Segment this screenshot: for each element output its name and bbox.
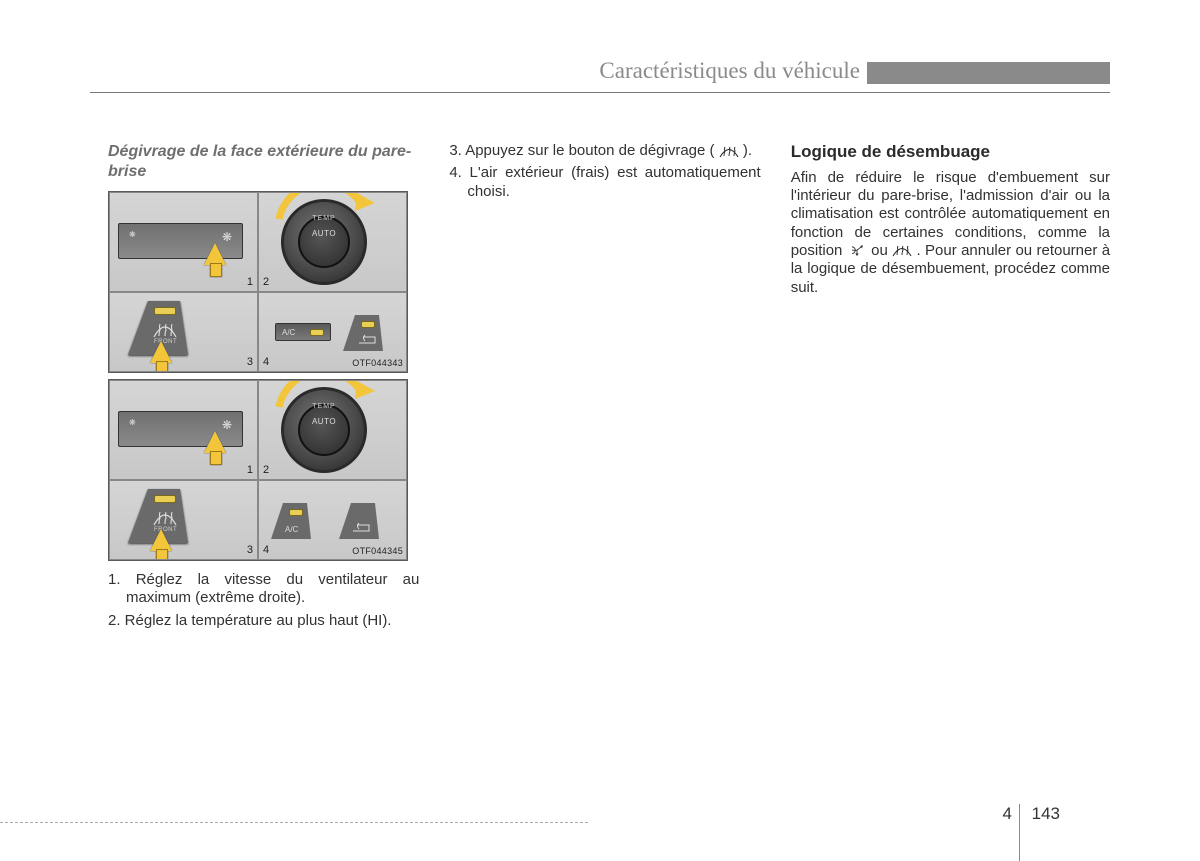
ac-label: A/C [282,328,295,338]
page-number: 143 [1032,804,1060,824]
column-right: Logique de désembuage Afin de réduire le… [791,142,1110,634]
defrost-inline-icon [719,145,739,158]
fig-a-cell-1: 1 [109,192,258,292]
arrow-up-icon [150,529,172,551]
page-header: Caractéristiques du véhicule [90,58,1110,98]
arrow-up-icon [204,431,226,453]
cell-number: 3 [247,544,253,557]
step-4: 4. L'air extérieur (frais) est automatiq… [449,164,760,201]
defrost-glyph-icon [152,321,178,339]
image-code: OTF044343 [352,358,403,369]
led-indicator-icon [310,329,324,336]
fig-b-cell-4: A/C 4 OTF044345 [258,480,407,560]
recirc-glyph-icon [357,333,381,345]
cell-number: 2 [263,276,269,289]
figure-type-b: ■ Type B 1 TEMP AUTO [108,379,408,561]
ac-label: A/C [285,525,298,535]
step-3-text-b: ). [743,142,752,159]
fig-b-cell-3: FRONT 3 [109,480,258,560]
column-middle: 3. Appuyez sur le bouton de dégivrage ( … [449,142,760,634]
left-subheading: Dégivrage de la face extérieure du pare-… [108,142,419,181]
page: Caractéristiques du véhicule Dégivrage d… [0,0,1200,861]
led-indicator-icon [361,321,375,328]
left-steps: 1. Réglez la vitesse du ventilateur au m… [108,571,419,630]
temperature-dial-icon: TEMP AUTO [281,199,367,285]
cell-number: 1 [247,464,253,477]
cell-number: 2 [263,464,269,477]
footer-divider [1019,804,1020,861]
fig-a-cell-3: FRONT 3 [109,292,258,372]
header-accent-bar [867,62,1110,84]
figure-type-a: ■ Type A 1 TEMP AUTO [108,191,408,373]
content-columns: Dégivrage de la face extérieure du pare-… [108,142,1110,634]
temperature-dial-icon: TEMP AUTO [281,387,367,473]
defrost-glyph-icon [152,509,178,527]
arrow-up-icon [204,243,226,265]
dial-auto-label: AUTO [312,229,336,239]
cell-number: 1 [247,276,253,289]
right-heading: Logique de désembuage [791,142,1110,163]
step-3-text-a: 3. Appuyez sur le bouton de dégivrage ( [449,142,714,159]
fig-b-cell-1: 1 [109,380,258,480]
dial-temp-label: TEMP [312,403,335,412]
step-2: 2. Réglez la température au plus haut (H… [108,612,419,630]
floor-defrost-inline-icon [847,245,867,257]
recirc-glyph-icon [351,521,375,533]
led-indicator-icon [289,509,303,516]
step-1: 1. Réglez la vitesse du ventilateur au m… [108,571,419,608]
step-3: 3. Appuyez sur le bouton de dégivrage ( … [449,142,760,160]
column-left: Dégivrage de la face extérieure du pare-… [108,142,419,634]
led-indicator-icon [154,307,176,315]
header-rule [90,92,1110,93]
footer-rule [0,822,588,823]
led-indicator-icon [154,495,176,503]
cell-number: 4 [263,356,269,369]
fig-a-cell-4: A/C 4 OTF044343 [258,292,407,372]
cell-number: 3 [247,356,253,369]
defrost-inline-icon [892,244,912,257]
cell-number: 4 [263,544,269,557]
dial-auto-label: AUTO [312,417,336,427]
right-p-b: ou [871,242,892,259]
fig-b-cell-2: TEMP AUTO 2 [258,380,407,480]
arrow-up-icon [150,341,172,363]
right-paragraph: Afin de réduire le risque d'embuement su… [791,169,1110,297]
ac-button-icon: A/C [275,323,331,341]
section-title: Caractéristiques du véhicule [599,58,860,84]
fig-a-cell-2: TEMP AUTO 2 [258,192,407,292]
dial-temp-label: TEMP [312,215,335,224]
chapter-number: 4 [1003,804,1012,824]
image-code: OTF044345 [352,546,403,557]
